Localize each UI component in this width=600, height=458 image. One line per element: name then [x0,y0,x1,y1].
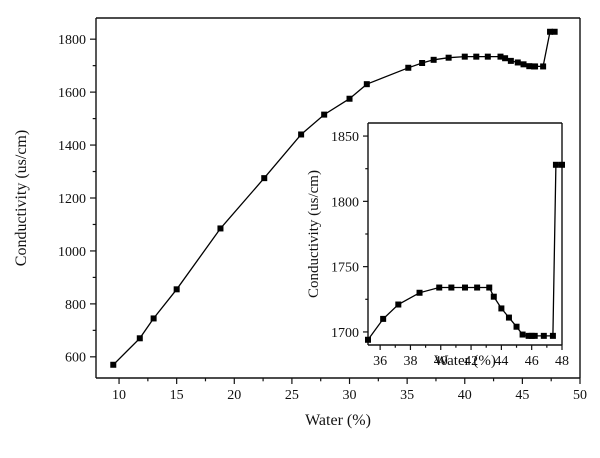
inset-data-point [448,284,455,291]
data-point [520,61,527,68]
inset-y-tick-label: 1700 [331,326,359,341]
inset-y-tick-label: 1850 [331,130,359,145]
data-point [514,59,521,66]
inset-y-tick-label: 1750 [331,261,359,276]
data-point [110,361,117,368]
inset-x-axis-label: Water (%) [434,353,496,369]
data-point [419,60,426,66]
inset-data-point [519,331,526,338]
inset-data-point [365,336,371,343]
inset-data-point [513,323,520,330]
data-point [150,315,157,322]
x-tick-label: 30 [343,388,357,403]
data-point [430,56,437,63]
x-tick-label: 10 [112,388,126,403]
inset-x-tick-label: 48 [555,354,569,369]
inset-data-point [380,315,387,322]
x-axis-label: Water (%) [305,412,371,429]
x-tick-label: 25 [285,388,299,403]
inset-x-tick-label: 42 [464,354,478,369]
data-point [507,57,514,64]
x-tick-label: 20 [227,388,241,403]
inset-data-point [474,284,481,291]
data-point [497,53,504,60]
data-point [363,81,370,88]
inset-x-tick-label: 46 [525,354,539,369]
y-tick-label: 1800 [58,33,86,48]
inset-y-axis-label: Conductivity (us/cm) [306,170,322,298]
data-point [173,286,180,293]
inset-data-point [552,161,559,168]
inset-x-tick-label: 44 [494,354,508,369]
y-tick-label: 800 [65,298,86,313]
data-point [473,53,480,60]
x-tick-label: 40 [458,388,472,403]
inset-data-point [436,284,443,291]
inset-data-point [505,314,512,321]
data-point [551,28,558,35]
data-point [532,63,539,70]
x-tick-label: 15 [170,388,184,403]
inset-plot-background [368,123,562,345]
inset-data-point [486,284,493,291]
data-point [298,131,305,138]
data-point [461,53,468,60]
inset-x-tick-label: 40 [434,354,448,369]
inset-data-point [490,293,497,300]
inset-x-tick-label: 36 [373,354,387,369]
data-point [502,55,509,62]
data-point [445,54,452,61]
inset-data-point [528,332,535,339]
inset-data-point [549,332,556,339]
x-tick-label: 35 [400,388,414,403]
data-point [540,63,547,70]
data-point [261,175,268,182]
inset-y-tick-label: 1800 [331,195,359,210]
y-tick-label: 1600 [58,86,86,101]
inset-data-point [559,161,565,168]
inset-data-point [531,332,538,339]
data-point [526,63,533,70]
data-point [217,225,224,232]
y-axis-label: Conductivity (us/cm) [13,130,30,266]
data-point [484,53,491,60]
inset-data-point [462,284,468,291]
x-tick-label: 50 [573,388,587,403]
y-tick-label: 1000 [58,245,86,260]
inset-data-point [395,301,402,308]
data-point [405,64,412,71]
inset-plot: 36 38 40 42 44 46 48 1700 1750 1800 1850 Water (%) C… [306,122,569,369]
data-point [346,95,353,102]
data-point [547,28,554,35]
x-tick-label: 45 [515,388,529,403]
inset-data-point [498,305,505,312]
y-tick-label: 600 [65,351,86,366]
inset-data-point [416,289,423,296]
data-point [136,335,143,342]
data-point [321,111,328,118]
inset-data-point [540,332,547,339]
inset-x-tick-label: 38 [403,354,417,369]
y-tick-label: 1400 [58,139,86,154]
inset-data-point [525,332,532,339]
main-plot: 10 15 20 25 30 35 40 45 50 600 800 1000 1200 1400 1600… [13,17,587,429]
y-tick-label: 1200 [58,192,86,207]
